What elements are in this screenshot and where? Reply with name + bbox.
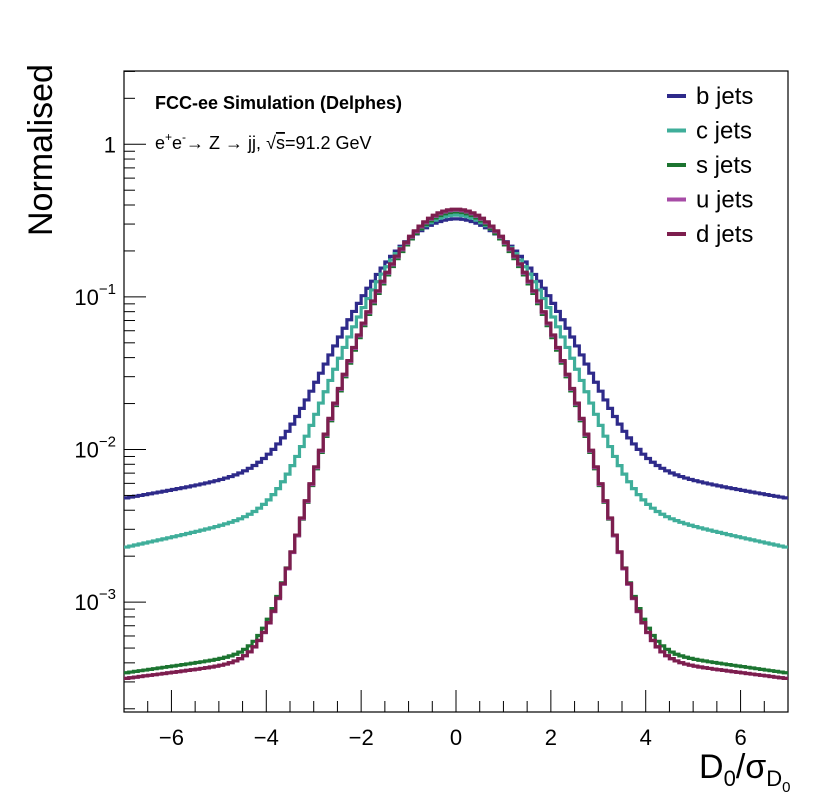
series-group (124, 207, 788, 680)
tick-labels: −6 −4 −2 0 2 4 6 10−3 10−2 10−1 1 (74, 132, 746, 750)
y-tick-label: 1 (104, 132, 116, 157)
x-tick-label: 2 (545, 725, 557, 750)
chart-title: FCC-ee Simulation (Delphes) (155, 93, 402, 113)
series-line-3 (124, 208, 788, 680)
x-tick-label: −4 (254, 725, 279, 750)
x-tick-label: 6 (734, 725, 746, 750)
y-tick-label: 10−1 (74, 281, 116, 310)
x-tick-label: 4 (640, 725, 652, 750)
y-tick-label: 10−3 (74, 586, 116, 615)
plot-frame (123, 70, 789, 713)
legend-label-0: b jets (696, 83, 753, 110)
x-tick-label: −2 (349, 725, 374, 750)
y-axis-title: Normalised (22, 64, 60, 236)
legend: b jets c jets s jets u jets d jets (667, 83, 753, 248)
series-line-4 (124, 207, 788, 680)
chart-subtitle: e+e-→ Z → jj, √s=91.2 GeV (155, 130, 372, 153)
legend-label-2: s jets (696, 152, 752, 179)
x-tick-label: 0 (450, 725, 462, 750)
y-tick-label: 10−2 (74, 433, 116, 462)
series-line-1 (124, 213, 788, 549)
x-tick-label: −6 (159, 725, 184, 750)
x-axis-title: D0/σD0 (699, 748, 790, 796)
legend-label-1: c jets (696, 118, 752, 145)
axis-ticks (123, 70, 789, 712)
series-line-0 (124, 217, 788, 500)
series-line-2 (124, 210, 788, 675)
legend-label-3: u jets (696, 187, 753, 214)
legend-label-4: d jets (696, 221, 753, 248)
